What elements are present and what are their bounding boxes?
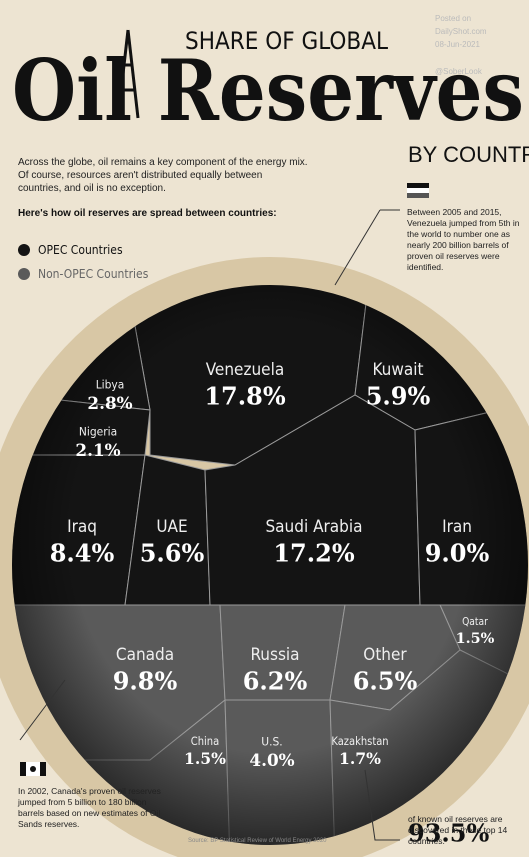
derrick-icon xyxy=(116,29,140,119)
title: Oil Reserves xyxy=(12,41,524,140)
watermark-line: 08-Jun-2021 xyxy=(435,40,480,49)
annotation: Between 2005 and 2015, Venezuela jumped … xyxy=(407,207,520,272)
cell-label: Nigeria xyxy=(79,425,117,439)
watermark-line: Posted on xyxy=(435,14,472,23)
value-label: 2.1% xyxy=(75,440,120,460)
cell-label: U.S. xyxy=(261,735,282,749)
cell-label: Kazakhstan xyxy=(331,735,388,748)
cell-label: Iraq xyxy=(67,517,97,537)
leader xyxy=(19,679,66,741)
source: Source: BP Statistical Review of World E… xyxy=(188,838,327,844)
annotation: of known oil reserves are discovered in … xyxy=(408,814,508,846)
title-top: SHARE OF GLOBAL xyxy=(185,27,388,55)
total-value: 93.5% xyxy=(408,819,489,848)
legend-item: OPEC Countries xyxy=(18,238,148,262)
cell-label: Iran xyxy=(442,517,472,537)
cell-label: UAE xyxy=(156,517,187,537)
venezuela-flag xyxy=(407,183,429,198)
cell-label: Kuwait xyxy=(373,360,424,380)
value-label: 1.7% xyxy=(339,749,381,768)
value-label: 5.9% xyxy=(366,382,431,411)
value-label: 2.8% xyxy=(87,393,132,413)
cell-label: Other xyxy=(363,645,407,665)
cell-label: China xyxy=(191,735,219,748)
legend-label: Non-OPEC Countries xyxy=(38,267,149,281)
value-label: 6.5% xyxy=(353,667,418,696)
value-label: 6.2% xyxy=(243,667,308,696)
subhead: Here's how oil reserves are spread betwe… xyxy=(18,208,277,219)
annotation: In 2002, Canada's proven oil reserves ju… xyxy=(18,786,161,829)
value-label: 8.4% xyxy=(50,539,115,568)
cell-label: Saudi Arabia xyxy=(265,517,362,537)
value-label: 17.8% xyxy=(204,382,285,411)
value-label: 1.5% xyxy=(184,749,226,768)
legend-label: OPEC Countries xyxy=(38,243,123,257)
cell xyxy=(224,699,336,845)
title-bottom: BY COUNTRY xyxy=(408,142,529,167)
leader xyxy=(364,769,400,841)
watermark: Posted on DailyShot.com 08-Jun-2021 @Sob… xyxy=(435,12,487,78)
cell-label: Russia xyxy=(250,645,299,665)
leader xyxy=(334,209,381,286)
legend-swatch xyxy=(18,244,30,256)
value-label: 1.5% xyxy=(456,630,495,647)
watermark-line: DailyShot.com xyxy=(435,27,487,36)
cell-label: Libya xyxy=(96,378,125,392)
intro: Across the globe, oil remains a key comp… xyxy=(18,157,308,194)
legend: OPEC Countries Non-OPEC Countries xyxy=(18,238,148,286)
watermark-line: @SoberLook xyxy=(435,67,482,76)
value-label: 9.8% xyxy=(113,667,178,696)
value-label: 5.6% xyxy=(140,539,205,568)
canada-flag xyxy=(20,762,46,776)
cell-label: Venezuela xyxy=(206,360,284,380)
legend-swatch xyxy=(18,268,30,280)
value-label: 9.0% xyxy=(425,539,490,568)
legend-item: Non-OPEC Countries xyxy=(18,262,148,286)
cell-label: Qatar xyxy=(462,617,488,628)
value-label: 17.2% xyxy=(273,539,354,568)
cell-label: Canada xyxy=(116,645,174,665)
value-label: 4.0% xyxy=(249,750,294,770)
